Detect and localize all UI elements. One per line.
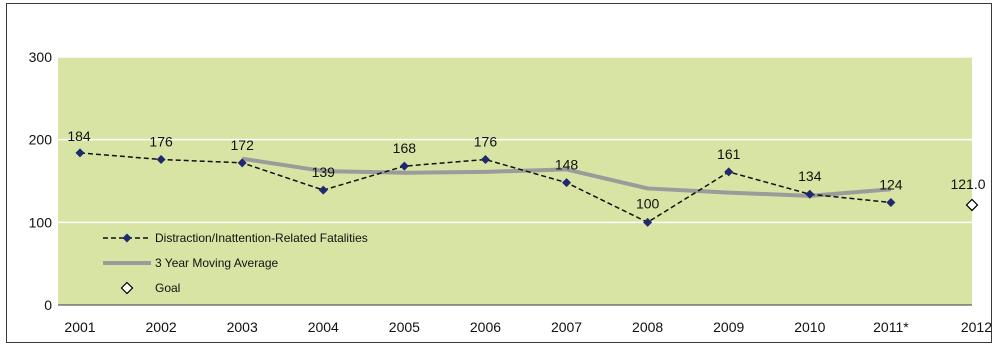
fatalities-point [643,217,653,227]
series [75,148,979,227]
gridlines [58,56,972,224]
legend-goal-marker [120,281,134,295]
fatalities-point [237,158,247,168]
legend-goal-label: Goal [155,281,180,295]
data-label: 176 [474,134,498,150]
data-label: 184 [67,128,91,144]
x-tick-label: 2003 [227,319,258,335]
axes: 0 100 200 300 2001 2002 2003 2004 2005 2006 2007 20… [29,49,993,335]
fatalities-line [79,152,891,224]
y-tick-label: 300 [29,49,53,65]
x-tick-label: 2009 [713,319,744,335]
x-tick-label: 2006 [470,319,501,335]
legend: Distraction/Inattention-Related Fataliti… [103,231,368,295]
y-tick-label: 100 [29,214,53,230]
data-label: 100 [636,195,660,211]
fatalities-point [886,197,896,207]
x-tick-label: 2004 [308,319,339,335]
fatalities-point [318,185,328,195]
fatalities-point [724,167,734,177]
x-tick-label: 2008 [632,319,663,335]
legend-fatalities-marker [122,233,132,243]
x-tick-label: 2002 [146,319,177,335]
moving-average-line [241,156,892,198]
data-label: 168 [393,140,417,156]
goal-label: 121.0 [950,176,985,192]
fatalities-point [480,155,490,165]
plot-area [58,57,972,305]
data-label: 134 [798,168,822,184]
fatalities-point [399,161,409,171]
x-tick-label: 2011* [873,319,909,335]
data-label: 176 [149,134,173,150]
data-label: 124 [879,176,903,192]
data-label: 139 [312,164,336,180]
goal-point [965,198,979,212]
fatalities-point [805,189,815,199]
fatalities-point [75,148,85,158]
x-tick-label: 2007 [551,319,582,335]
y-tick-label: 0 [44,297,52,313]
fatalities-point [156,155,166,165]
data-labels: 184 176 172 139 168 176 148 100 161 134 124 121.0 [67,128,985,211]
y-tick-label: 200 [29,132,53,148]
legend-moving-average-label: 3 Year Moving Average [155,256,279,270]
data-label: 148 [555,157,579,173]
fatalities-point [562,178,572,188]
data-label: 172 [231,137,255,153]
x-tick-label: 2001 [64,319,95,335]
legend-fatalities-label: Distraction/Inattention-Related Fataliti… [155,231,368,245]
x-tick-label: 2010 [794,319,825,335]
x-tick-label: 2012 [961,319,992,335]
data-label: 161 [717,146,741,162]
x-tick-label: 2005 [389,319,420,335]
